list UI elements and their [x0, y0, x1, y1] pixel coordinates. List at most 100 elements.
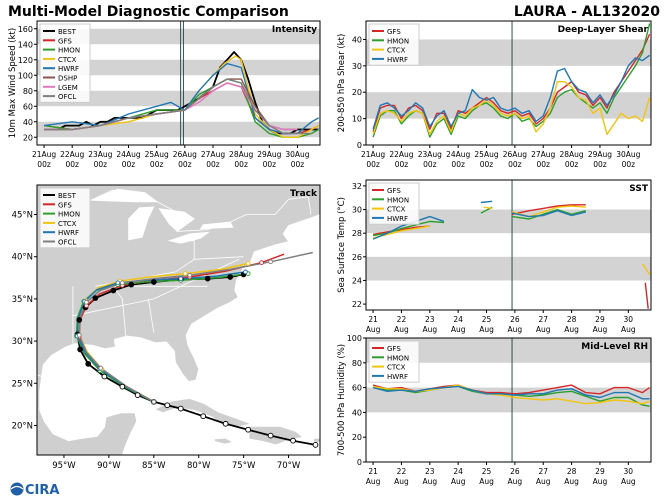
sst-band	[366, 209, 651, 234]
state-border	[113, 286, 127, 337]
shear-legend-label-gfs: GFS	[387, 28, 401, 36]
sst-ytick-label: 24	[352, 276, 362, 285]
shear-xtick-label: 00z	[451, 160, 465, 169]
track-point-best	[312, 442, 319, 448]
intensity-ytick-label: 60	[23, 102, 33, 111]
intensity-series-ctcx	[44, 55, 319, 139]
track-point-ctcx	[245, 261, 251, 266]
track-point-hwrf	[243, 269, 248, 275]
track-ytick-label: 40°N	[12, 253, 33, 263]
state-border	[148, 298, 155, 333]
sst-xtick-label: 26	[510, 315, 520, 324]
sst-legend-label-gfs: GFS	[387, 187, 401, 195]
sst-xtick-label: Aug	[394, 325, 409, 334]
sst-xtick-label: 28	[567, 315, 577, 324]
sst-series-gfs	[644, 282, 649, 309]
puerto-rico-land	[313, 437, 320, 443]
shear-title: Deep-Layer Shear	[558, 25, 649, 35]
track-ytick-label: 20°N	[12, 421, 33, 431]
track-point-best	[200, 413, 207, 420]
rh-xtick-label: Aug	[451, 477, 466, 486]
track-point-best	[128, 281, 135, 288]
shear-legend-label-ctcx: CTCX	[387, 47, 406, 55]
sst-xtick-label: 22	[397, 315, 407, 324]
intensity-xtick-label: 26Aug	[173, 150, 197, 159]
rh-frame	[365, 337, 652, 463]
intensity-xtick-label: 00z	[178, 160, 192, 169]
sst-ytick-label: 30	[352, 206, 362, 215]
sst-legend-label-hwrf: HWRF	[387, 215, 408, 223]
track-point-best	[290, 437, 296, 444]
track-point-ofcl	[119, 280, 125, 286]
rh-xtick-label: 24	[453, 467, 463, 476]
track-point-ctcx	[182, 271, 188, 276]
intensity-band	[37, 59, 320, 76]
track-point-best	[134, 392, 141, 398]
intensity-xtick-label: 00z	[206, 160, 220, 169]
rh-xtick-label: Aug	[564, 477, 579, 486]
track-legend-label-best: BEST	[58, 192, 77, 200]
sst-ytick-label: 22	[352, 300, 362, 309]
great-lake	[128, 206, 155, 241]
track-point-ofcl	[151, 399, 157, 405]
track-xtick-label: 90°W	[97, 461, 121, 471]
track-legend-label-hwrf: HWRF	[58, 229, 79, 237]
intensity-legend-label-hwrf: HWRF	[58, 65, 79, 73]
shear-xtick-label: 00z	[508, 160, 522, 169]
shear-frame	[365, 20, 652, 146]
track-title: Track	[290, 189, 318, 199]
rh-xtick-label: Aug	[536, 477, 551, 486]
track-xtick-label: 95°W	[52, 461, 76, 471]
shear-xtick-label: 30Aug	[616, 150, 640, 159]
intensity-xtick-label: 30Aug	[285, 150, 309, 159]
sst-legend-label-ctcx: CTCX	[387, 206, 406, 214]
track-legend-label-ctcx: CTCX	[58, 220, 77, 228]
track-legend-box	[39, 187, 91, 249]
rh-xtick-label: 23	[425, 467, 435, 476]
cira-logo-swoosh	[10, 485, 24, 490]
intensity-band	[37, 28, 320, 45]
sst-title: SST	[629, 184, 649, 194]
rh-xtick-label: 25	[482, 467, 492, 476]
shear-xtick-label: 28Aug	[559, 150, 583, 159]
track-point-best	[85, 361, 92, 367]
track-xtick-label: 70°W	[277, 461, 301, 471]
shear-legend-label-hwrf: HWRF	[387, 56, 408, 64]
rh-xtick-label: Aug	[508, 477, 523, 486]
shear-series-group	[372, 23, 651, 138]
state-border	[37, 374, 42, 377]
shear-xtick-label: 21Aug	[361, 150, 385, 159]
intensity-legend-label-hmon: HMON	[58, 47, 80, 55]
intensity-ytick-label: 120	[18, 56, 33, 65]
track-point-best	[76, 317, 83, 323]
shear-xtick-label: 00z	[593, 160, 607, 169]
track-point-best	[110, 287, 117, 294]
shear-xtick-label: 23Aug	[418, 150, 442, 159]
sst-ytick-label: 26	[352, 253, 362, 262]
sst-legend-label-hmon: HMON	[387, 196, 409, 204]
track-panel: 95°W 90°W 85°W 80°W 75°W 70°W 20°N 25°N 30°N 35°N…	[12, 184, 321, 471]
intensity-legend-label-dshp: DSHP	[58, 75, 77, 83]
intensity-xtick-label: 00z	[234, 160, 248, 169]
shear-xtick-label: 22Aug	[389, 150, 413, 159]
rh-series-group	[372, 384, 651, 407]
rh-xtick-label: Aug	[479, 477, 494, 486]
rh-xtick-label: 30	[624, 467, 634, 476]
shear-ytick-label: 0	[357, 141, 362, 150]
intensity-ytick-label: 20	[23, 133, 33, 142]
track-ytick-label: 35°N	[12, 295, 33, 305]
intensity-title: Intensity	[272, 25, 317, 35]
sst-series-hwrf	[511, 209, 586, 218]
rh-xtick-label: Aug	[422, 477, 437, 486]
track-point-best	[267, 432, 274, 439]
state-border	[171, 240, 195, 260]
sst-xtick-label: 21	[368, 315, 378, 324]
sst-xtick-label: Aug	[479, 325, 494, 334]
state-border	[90, 189, 312, 232]
sst-ytick-label: 28	[352, 229, 362, 238]
sst-series-ctcx	[641, 263, 651, 275]
intensity-ytick-label: 40	[23, 118, 33, 127]
